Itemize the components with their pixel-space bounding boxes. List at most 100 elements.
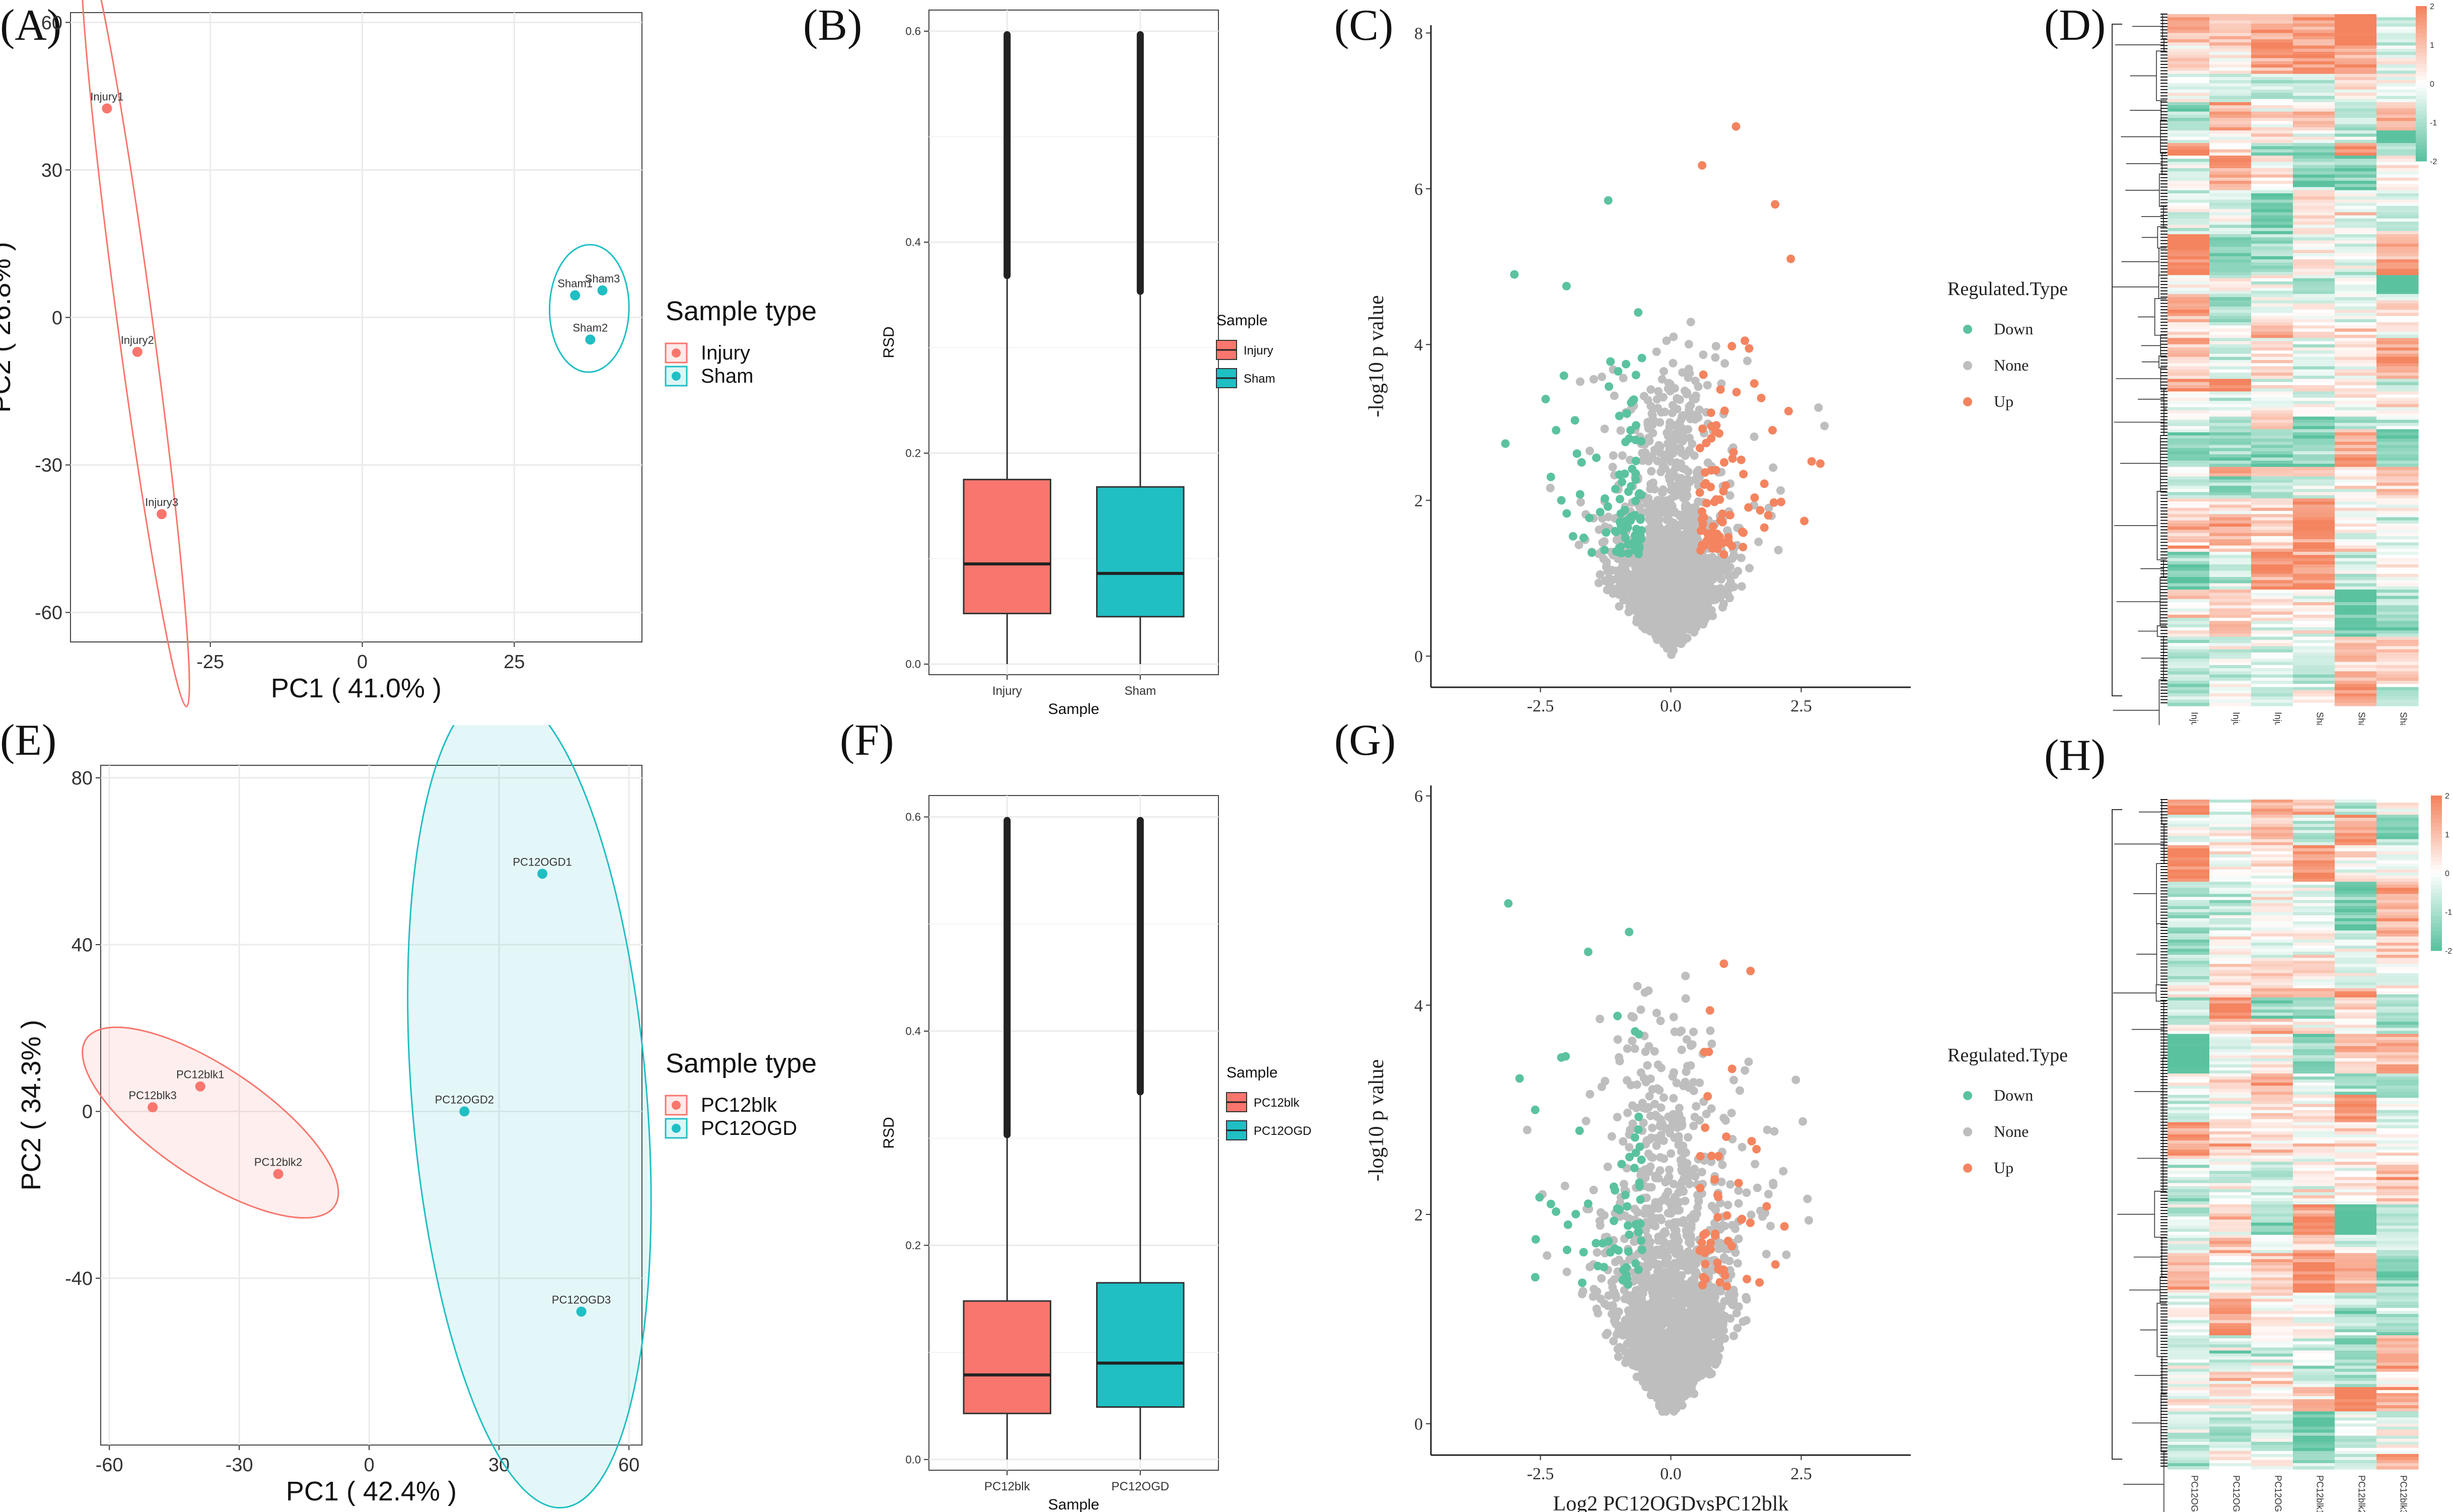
heatmap-cell (2376, 394, 2419, 398)
heatmap-cell (2376, 51, 2419, 55)
heatmap-cell (2209, 225, 2252, 229)
heatmap-cell (2168, 467, 2210, 471)
heatmap-cell (2335, 67, 2377, 71)
heatmap-cell (2251, 77, 2293, 81)
heatmap-cell (2335, 212, 2377, 216)
heatmap-cell (2209, 156, 2252, 159)
heatmap-cell (2376, 451, 2419, 455)
heatmap-cell (2251, 291, 2293, 295)
heatmap-cell (2168, 133, 2210, 137)
heatmap-cell (2168, 319, 2210, 323)
heatmap-cell (2335, 448, 2377, 452)
heatmap-cell (2293, 209, 2335, 213)
heatmap-cell (2376, 652, 2419, 656)
heatmap-cell (2376, 350, 2419, 354)
gene-point (1562, 509, 1571, 518)
heatmap-cell (2168, 442, 2210, 446)
gene-point (1669, 1013, 1678, 1022)
color-scale-label: 2 (2430, 3, 2434, 11)
heatmap-cell (2168, 306, 2210, 310)
heatmap-cell (2209, 294, 2252, 298)
heatmap-cell (2293, 20, 2335, 24)
gene-point (1764, 511, 1773, 520)
heatmap-cell (2168, 624, 2210, 628)
heatmap-cell (2209, 429, 2252, 433)
heatmap-cell (2209, 460, 2252, 464)
gene-point (1588, 548, 1597, 557)
gene-point (1727, 342, 1737, 351)
heatmap-cell (2335, 527, 2377, 530)
gene-point (1665, 1165, 1674, 1174)
heatmap-cell (2168, 114, 2210, 118)
heatmap-cell (2251, 416, 2293, 420)
gene-point (1646, 1074, 1655, 1084)
heatmap-cell (2335, 495, 2377, 499)
gene-point (1608, 463, 1617, 472)
heatmap-cell (2376, 55, 2419, 59)
gene-point (1652, 347, 1661, 356)
gene-point (1695, 473, 1704, 482)
heatmap-cell (2293, 376, 2335, 380)
heatmap-cell (2335, 300, 2377, 304)
heatmap-cell (2293, 614, 2335, 618)
gene-point (1684, 365, 1693, 374)
heatmap-cell (2376, 702, 2419, 706)
heatmap-cell (2251, 36, 2293, 40)
heatmap-cell (2209, 287, 2252, 292)
heatmap-cell (2335, 121, 2377, 125)
heatmap-cell (2168, 593, 2210, 597)
gene-point (1657, 1283, 1667, 1292)
gene-point (1718, 539, 1727, 548)
x-tick-label: PC12OGD (1111, 1480, 1169, 1493)
heatmap-cell (2293, 319, 2335, 323)
heatmap-cell (2376, 382, 2419, 386)
heatmap-cell (2168, 416, 2210, 420)
heatmap-cell (2251, 555, 2293, 559)
heatmap-cell (2293, 454, 2335, 458)
heatmap-cell (2376, 643, 2419, 646)
heatmap-cell (2251, 422, 2293, 426)
heatmap-cell (2293, 133, 2335, 137)
gene-point (1682, 1035, 1691, 1044)
heatmap-cell (2209, 580, 2252, 584)
heatmap-cell (2168, 505, 2210, 509)
color-scale-step (2416, 45, 2427, 49)
gene-point (1686, 409, 1695, 418)
heatmap-cell (2335, 111, 2377, 115)
outlier-column (1136, 31, 1144, 295)
heatmap-cell (2168, 652, 2210, 656)
heatmap-cell (2376, 404, 2419, 408)
gene-point (1644, 424, 1653, 433)
gene-point (1784, 407, 1793, 416)
heatmap-cell (2209, 51, 2252, 55)
heatmap-cell (2335, 385, 2377, 389)
heatmap-cell (2168, 439, 2210, 442)
heatmap-cell (2335, 511, 2377, 515)
heatmap-cell (2376, 209, 2419, 213)
heatmap-cell (2168, 159, 2210, 163)
heatmap-cell (2293, 156, 2335, 159)
sample-point-label: Sham1 (557, 277, 593, 290)
gene-point (1523, 1125, 1532, 1134)
gene-point (1640, 562, 1649, 571)
gene-point (1639, 1118, 1648, 1127)
gene-point (1672, 1269, 1681, 1278)
gene-point (1660, 573, 1669, 583)
heatmap-cell (2168, 70, 2210, 75)
heatmap-cell (2376, 294, 2419, 298)
heatmap-cell (2335, 133, 2377, 137)
heatmap-cell (2293, 33, 2335, 37)
heatmap-cell (2376, 48, 2419, 52)
heatmap-cell (2335, 294, 2377, 298)
heatmap-cell (2335, 567, 2377, 571)
heatmap-cell (2209, 306, 2252, 310)
gene-point (1658, 503, 1668, 512)
heatmap-cell (2376, 199, 2419, 203)
gene-point (1673, 536, 1682, 545)
heatmap-cell (2293, 536, 2335, 540)
heatmap-cell (2293, 517, 2335, 521)
heatmap-cell (2376, 139, 2419, 143)
legend-label: Injury (1244, 344, 1273, 357)
heatmap-cell (2293, 448, 2335, 452)
legend-title: Sample type (666, 296, 817, 326)
